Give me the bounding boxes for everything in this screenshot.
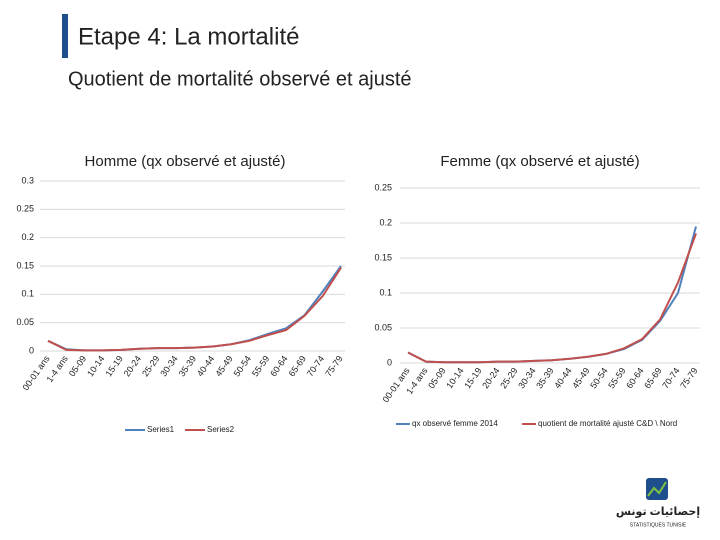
y-tick-label: 0.1 (21, 289, 34, 299)
x-tick-label: 10-14 (444, 366, 465, 391)
x-tick-label: 45-49 (213, 354, 234, 379)
x-tick-label: 75-79 (323, 354, 344, 379)
x-tick-label: 40-44 (195, 354, 216, 379)
logo-text: STATISTIQUES TUNISIE (630, 522, 687, 528)
x-tick-label: 25-29 (498, 366, 519, 391)
y-tick-label: 0.2 (379, 217, 392, 227)
x-tick-label: 35-39 (177, 354, 198, 379)
logo: إحصائيات تونس STATISTIQUES TUNISIE (616, 478, 700, 528)
y-tick-label: 0 (29, 345, 34, 355)
x-tick-label: 05-09 (426, 366, 447, 391)
chart-title: Femme (qx observé et ajusté) (440, 153, 639, 170)
x-tick-label: 75-79 (678, 366, 699, 391)
x-tick-label: 20-24 (122, 354, 143, 379)
logo-icon-line (647, 481, 667, 497)
y-tick-label: 0.05 (374, 322, 392, 332)
legend-label: Series2 (207, 425, 235, 434)
y-tick-label: 0.3 (21, 175, 34, 185)
x-tick-label: 70-74 (660, 366, 681, 391)
x-tick-label: 55-59 (250, 354, 271, 379)
logo-arabic: إحصائيات تونس (616, 506, 700, 518)
x-tick-label: 10-14 (85, 354, 106, 379)
y-tick-label: 0.15 (16, 260, 34, 270)
x-tick-label: 35-39 (534, 366, 555, 391)
title-bar (62, 14, 68, 58)
x-tick-label: 15-19 (462, 366, 483, 391)
series-line (407, 233, 697, 364)
logo-icon (646, 478, 668, 500)
x-tick-label: 45-49 (570, 366, 591, 391)
y-tick-label: 0.25 (374, 182, 392, 192)
legend-label: quotient de mortalité ajusté C&D \ Nord (538, 419, 677, 428)
x-tick-label: 55-59 (606, 366, 627, 391)
y-tick-label: 0.1 (379, 287, 392, 297)
x-tick-label: 30-34 (158, 354, 179, 379)
y-tick-label: 0.05 (16, 317, 34, 327)
x-tick-label: 05-09 (67, 354, 88, 379)
slide-title: Etape 4: La mortalité (78, 23, 299, 50)
x-tick-label: 60-64 (268, 354, 289, 379)
slide-subtitle: Quotient de mortalité observé et ajusté (68, 68, 412, 90)
x-tick-label: 15-19 (103, 354, 124, 379)
x-tick-label: 65-69 (642, 366, 663, 391)
x-tick-label: 50-54 (588, 366, 609, 391)
series-line (47, 265, 342, 352)
series-line (47, 267, 342, 352)
x-tick-label: 25-29 (140, 354, 161, 379)
legend-label: qx observé femme 2014 (412, 419, 498, 428)
x-tick-label: 60-64 (624, 366, 645, 391)
x-tick-label: 65-69 (287, 354, 308, 379)
y-tick-label: 0.15 (374, 252, 392, 262)
y-tick-label: 0.2 (21, 232, 34, 242)
x-tick-label: 00-01 ans (20, 353, 51, 392)
x-tick-label: 30-34 (516, 366, 537, 391)
x-tick-label: 70-74 (305, 354, 326, 379)
series-line (407, 226, 697, 364)
legend-label: Series1 (147, 425, 175, 434)
x-tick-label: 20-24 (480, 366, 501, 391)
y-tick-label: 0 (387, 357, 392, 367)
y-tick-label: 0.25 (16, 204, 34, 214)
x-tick-label: 40-44 (552, 366, 573, 391)
chart-title: Homme (qx observé et ajusté) (85, 153, 286, 170)
x-tick-label: 50-54 (232, 354, 253, 379)
